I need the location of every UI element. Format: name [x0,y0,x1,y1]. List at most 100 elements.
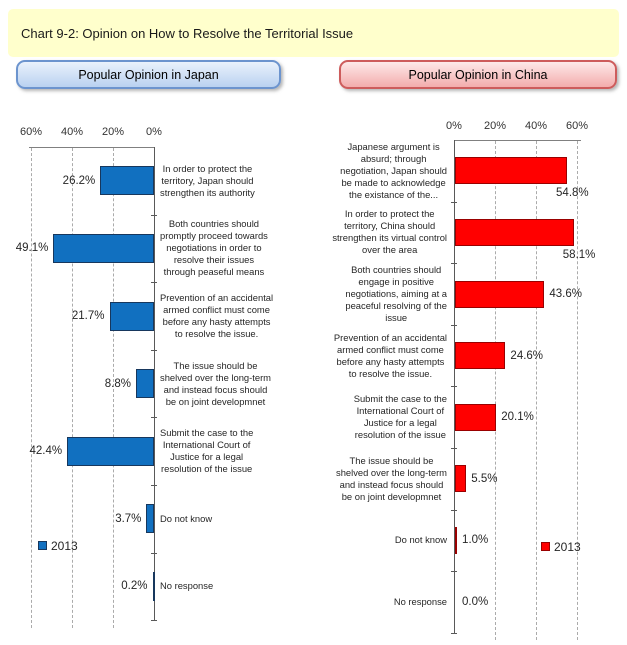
category-tick-mark [151,620,157,621]
category-label: Prevention of an accidental armed confli… [160,291,274,339]
value-axis-line [29,147,154,148]
category-tick-mark [451,386,457,387]
bar [455,403,497,431]
category-label: The issue should be shelved over the lon… [336,454,447,502]
category-cell: Both countries should engage in positive… [297,263,447,325]
category-label: Both countries should engage in positive… [345,263,447,323]
value-label: 54.8% [556,187,589,200]
category-cell: No response [160,553,310,621]
category-label: In order to protect the territory, China… [332,208,447,256]
category-cell: Both countries should promptly proceed t… [160,215,310,283]
category-tick-mark [451,263,457,264]
bar [67,436,154,466]
value-axis-line [454,140,581,141]
category-tick-mark [151,553,157,554]
category-cell: No response [297,571,447,633]
category-cell: Do not know [297,510,447,572]
category-tick-mark [151,282,157,283]
category-tick-mark [151,485,157,486]
axis-tick-label: 20% [483,120,507,132]
category-tick-mark [451,325,457,326]
axis-tick-label: 40% [60,126,84,138]
category-label: The issue should be shelved over the lon… [160,359,271,407]
value-label: 20.1% [501,411,534,424]
bar [455,157,568,185]
category-tick-mark [151,417,157,418]
category-label: Prevention of an accidental armed confli… [333,331,447,379]
value-label: 8.8% [104,377,131,390]
value-label: 21.7% [71,310,105,322]
gridline [113,148,114,628]
value-label: 42.4% [29,445,63,458]
bar [53,233,154,263]
axis-tick-label: 60% [565,120,589,132]
gridline [72,148,73,628]
bar [455,342,506,370]
category-tick-mark [151,215,157,216]
category-cell: Do not know [160,485,310,553]
bar [146,504,154,534]
axis-tick-label: 40% [524,120,548,132]
value-label: 49.1% [15,242,49,255]
category-tick-mark [451,448,457,449]
japan-opinion-button[interactable]: Popular Opinion in Japan [16,60,281,89]
category-cell: In order to protect the territory, China… [297,202,447,264]
value-label: 0.2% [121,580,148,593]
axis-tick-label: 0% [446,120,462,132]
page-title: Chart 9-2: Opinion on How to Resolve the… [21,25,354,41]
category-cell: The issue should be shelved over the lon… [297,448,447,510]
gridline [577,141,578,640]
bar [152,571,155,601]
bar [135,369,154,399]
category-cell: Japanese argument is absurd; through neg… [297,140,447,202]
gridline [536,141,537,640]
category-tick-mark [451,510,457,511]
category-label: No response [393,595,447,607]
category-label: Japanese argument is absurd; through neg… [340,140,447,200]
category-label: Do not know [160,512,213,524]
legend-label: 2013 [51,539,78,553]
category-label: Submit the case to the International Cou… [160,427,254,475]
bar [109,301,154,331]
value-label: 5.5% [471,472,498,485]
category-cell: Prevention of an accidental armed confli… [160,282,310,350]
category-cell: Prevention of an accidental armed confli… [297,325,447,387]
category-label: Both countries should promptly proceed t… [160,218,268,278]
category-label: No response [160,580,214,592]
axis-tick-label: 20% [101,126,125,138]
value-label: 43.6% [549,288,582,300]
gridline [495,141,496,640]
value-label: 58.1% [562,248,596,261]
value-label: 3.7% [115,512,142,525]
axis-tick-label: 0% [146,126,162,138]
category-cell: The issue should be shelved over the lon… [160,350,310,418]
category-cell: Submit the case to the International Cou… [297,386,447,448]
category-tick-mark [151,350,157,351]
category-label: Submit the case to the International Cou… [353,393,447,441]
value-label: 0.0% [462,596,489,608]
category-tick-mark [451,202,457,203]
category-axis-line [154,147,155,620]
axis-tick-label: 60% [19,126,43,138]
bar [455,218,575,246]
category-label: In order to protect the territory, Japan… [160,162,255,198]
bar [100,166,154,196]
legend-swatch [541,542,550,551]
category-tick-mark [451,633,457,634]
category-tick-mark [451,571,457,572]
china-opinion-button[interactable]: Popular Opinion in China [339,60,617,89]
category-cell: Submit the case to the International Cou… [160,417,310,485]
bar [455,465,467,493]
category-cell: In order to protect the territory, Japan… [160,147,310,215]
legend-label: 2013 [554,540,581,554]
bar [455,526,458,554]
bar [455,280,545,308]
legend-swatch [38,541,47,550]
category-label: Do not know [394,534,447,546]
value-label: 26.2% [62,174,96,187]
gridline [31,148,32,628]
value-label: 24.6% [510,349,544,362]
